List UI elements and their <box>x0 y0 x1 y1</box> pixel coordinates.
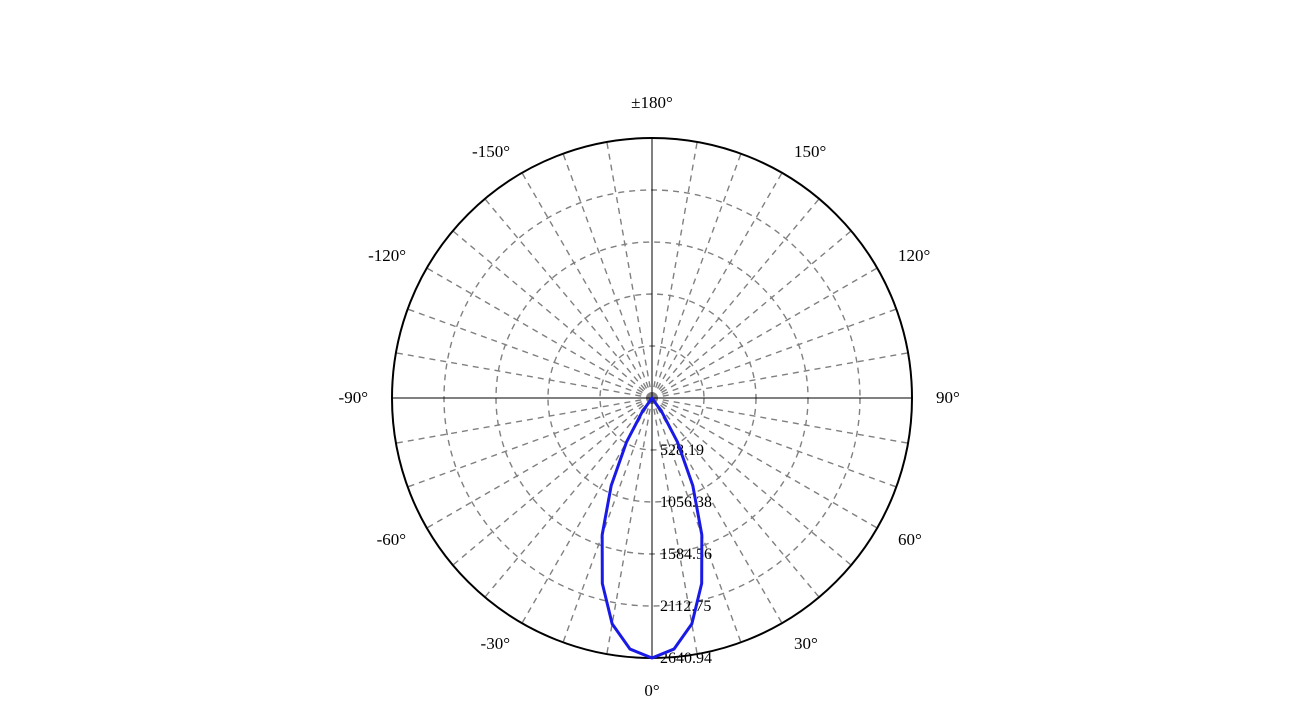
angle-label: 30° <box>794 634 818 653</box>
radial-tick-label: 1584.56 <box>660 546 712 563</box>
angle-label: 0° <box>644 681 659 700</box>
angle-label: 120° <box>898 246 930 265</box>
angle-label: -30° <box>481 634 510 653</box>
angle-label: -150° <box>472 142 510 161</box>
angle-label: ±180° <box>631 93 673 112</box>
radial-tick-label: 1056.38 <box>660 494 712 511</box>
angle-label: 150° <box>794 142 826 161</box>
polar-chart: 528.191056.381584.562112.752640.940°30°6… <box>0 0 1304 705</box>
angle-label: -60° <box>377 530 406 549</box>
angle-label: 60° <box>898 530 922 549</box>
angle-label: 90° <box>936 388 960 407</box>
radial-tick-label: 2112.75 <box>660 598 711 615</box>
angle-label: -90° <box>339 388 368 407</box>
angle-label: -120° <box>368 246 406 265</box>
